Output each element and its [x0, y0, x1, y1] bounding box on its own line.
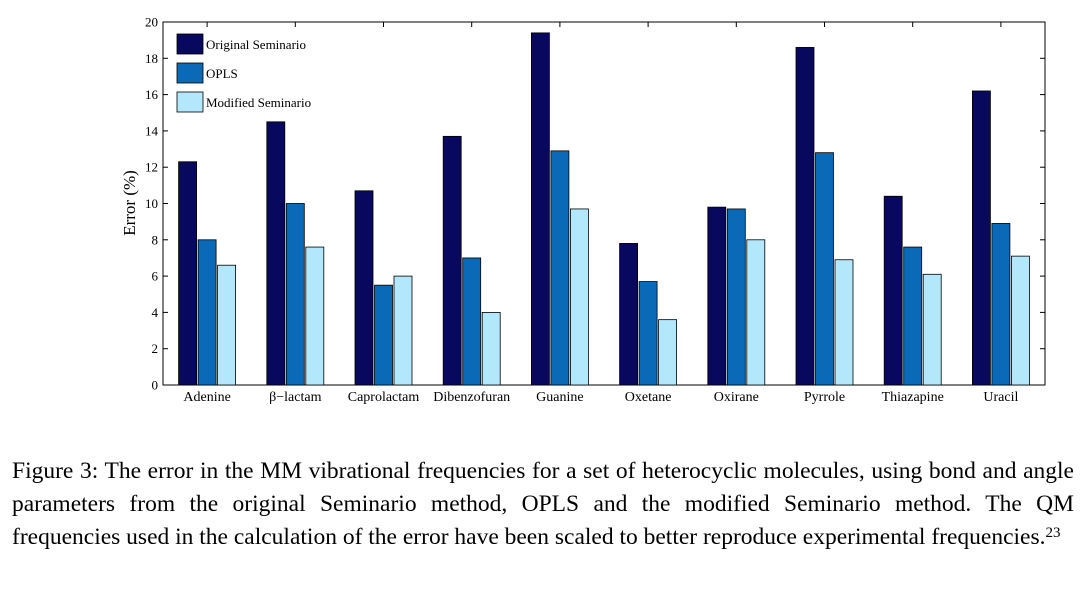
y-tick-label: 2 — [152, 341, 159, 356]
bar-modified-seminario-5 — [658, 319, 677, 386]
bar-original-seminario-1 — [266, 121, 286, 386]
y-tick-label: 12 — [145, 160, 158, 175]
x-category-label: Uracil — [983, 390, 1018, 405]
bar-opls-2 — [374, 284, 393, 386]
bar-modified-seminario-8 — [922, 273, 942, 386]
bar-original-seminario-7 — [795, 47, 815, 386]
bar-original-seminario-4 — [531, 32, 550, 386]
legend-label: OPLS — [206, 66, 238, 81]
bar-modified-seminario-6 — [746, 239, 766, 386]
bar-modified-seminario-9 — [1011, 255, 1030, 386]
y-tick-label: 18 — [145, 51, 158, 66]
plot-area: 0 2 4 6 8 10 12 14 16 18 20 Adenine β−lactam Caprolac… — [145, 15, 1046, 405]
y-tick-label: 0 — [152, 378, 159, 393]
legend-swatch — [176, 33, 204, 55]
legend-swatch — [176, 91, 204, 113]
legend-swatch — [176, 62, 204, 84]
y-tick-label: 14 — [145, 123, 159, 138]
y-tick-label: 6 — [152, 269, 159, 284]
bar-opls-6 — [726, 208, 746, 386]
caption-citation: 23 — [1045, 525, 1061, 541]
bar-original-seminario-5 — [619, 243, 638, 386]
bar-modified-seminario-0 — [217, 264, 237, 386]
x-category-label: Adenine — [183, 390, 230, 405]
y-tick-label: 8 — [152, 232, 159, 247]
bar-chart: 0 2 4 6 8 10 12 14 16 18 20 Adenine β−lactam Caprolac… — [120, 15, 1046, 405]
bar-opls-7 — [815, 152, 834, 386]
y-tick-label: 20 — [145, 15, 158, 30]
bar-modified-seminario-3 — [481, 311, 501, 386]
bar-opls-3 — [462, 257, 482, 386]
bar-original-seminario-2 — [354, 190, 374, 386]
y-tick-label: 16 — [145, 87, 159, 102]
y-tick-label: 4 — [152, 305, 159, 320]
legend-label: Original Seminario — [206, 37, 306, 52]
bar-original-seminario-9 — [972, 90, 991, 386]
bar-original-seminario-0 — [178, 161, 198, 386]
bar-original-seminario-8 — [883, 195, 903, 386]
figure-caption: Figure 3: The error in the MM vibrationa… — [12, 455, 1074, 554]
bar-opls-5 — [638, 281, 658, 386]
bar-opls-9 — [991, 223, 1011, 386]
x-category-label: Pyrrole — [804, 390, 845, 405]
x-category-label: Thiazapine — [882, 390, 944, 405]
y-tick-label: 10 — [145, 196, 158, 211]
bar-original-seminario-3 — [442, 135, 462, 386]
bar-original-seminario-6 — [707, 206, 727, 386]
bar-opls-4 — [550, 150, 570, 386]
legend-label: Modified Seminario — [206, 95, 311, 110]
caption-text: Figure 3: The error in the MM vibrationa… — [12, 458, 1074, 550]
y-axis-label: Error (%) — [120, 170, 139, 236]
x-category-label: Oxirane — [714, 390, 759, 405]
bar-modified-seminario-1 — [305, 246, 325, 386]
bar-modified-seminario-7 — [834, 259, 854, 386]
bar-modified-seminario-4 — [570, 208, 589, 386]
x-category-label: Oxetane — [625, 390, 672, 405]
bar-modified-seminario-2 — [393, 275, 413, 386]
x-category-label: Dibenzofuran — [433, 390, 510, 405]
x-category-label: β−lactam — [269, 390, 321, 405]
bar-opls-0 — [197, 239, 217, 386]
bar-opls-1 — [285, 203, 305, 386]
bar-opls-8 — [903, 246, 923, 386]
x-category-label: Guanine — [536, 390, 583, 405]
x-category-label: Caprolactam — [348, 390, 420, 405]
